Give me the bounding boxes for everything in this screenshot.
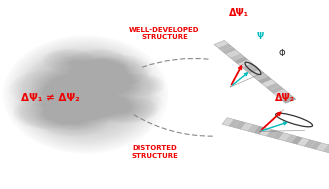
Polygon shape	[214, 40, 228, 48]
Polygon shape	[297, 138, 309, 146]
Text: ΔΨ₁: ΔΨ₁	[229, 8, 249, 18]
Polygon shape	[282, 96, 296, 103]
Polygon shape	[266, 83, 280, 90]
Polygon shape	[310, 141, 322, 149]
Polygon shape	[262, 80, 276, 87]
Polygon shape	[247, 124, 259, 133]
Text: DISTORTED: DISTORTED	[132, 145, 177, 151]
Polygon shape	[235, 121, 246, 129]
Polygon shape	[234, 57, 248, 64]
Polygon shape	[274, 89, 288, 97]
Text: ΔΨ₂: ΔΨ₂	[275, 93, 295, 103]
Polygon shape	[258, 76, 272, 84]
Polygon shape	[250, 70, 264, 77]
Polygon shape	[246, 67, 260, 74]
Polygon shape	[222, 118, 234, 126]
Polygon shape	[266, 129, 278, 138]
Polygon shape	[279, 133, 290, 141]
Text: WELL-DEVELOPED: WELL-DEVELOPED	[129, 27, 200, 33]
Polygon shape	[260, 128, 271, 136]
Polygon shape	[253, 126, 265, 134]
Polygon shape	[218, 44, 232, 51]
Polygon shape	[254, 73, 268, 80]
Polygon shape	[238, 60, 252, 67]
Text: Φ: Φ	[278, 49, 285, 58]
Polygon shape	[323, 145, 329, 153]
Polygon shape	[230, 53, 244, 61]
Polygon shape	[242, 63, 256, 71]
Polygon shape	[270, 86, 284, 94]
Text: STRUCTURE: STRUCTURE	[131, 153, 178, 159]
Polygon shape	[272, 131, 284, 139]
Polygon shape	[304, 139, 316, 148]
Polygon shape	[226, 50, 240, 57]
Polygon shape	[316, 143, 328, 151]
Polygon shape	[291, 136, 303, 144]
Polygon shape	[278, 93, 292, 100]
Polygon shape	[285, 135, 296, 143]
Text: Ψ: Ψ	[256, 32, 264, 41]
Polygon shape	[228, 119, 240, 128]
Text: ΔΨ₁ ≠ ΔΨ₂: ΔΨ₁ ≠ ΔΨ₂	[21, 93, 80, 103]
Polygon shape	[222, 47, 236, 54]
Text: STRUCTURE: STRUCTURE	[141, 34, 188, 40]
Polygon shape	[241, 123, 252, 131]
